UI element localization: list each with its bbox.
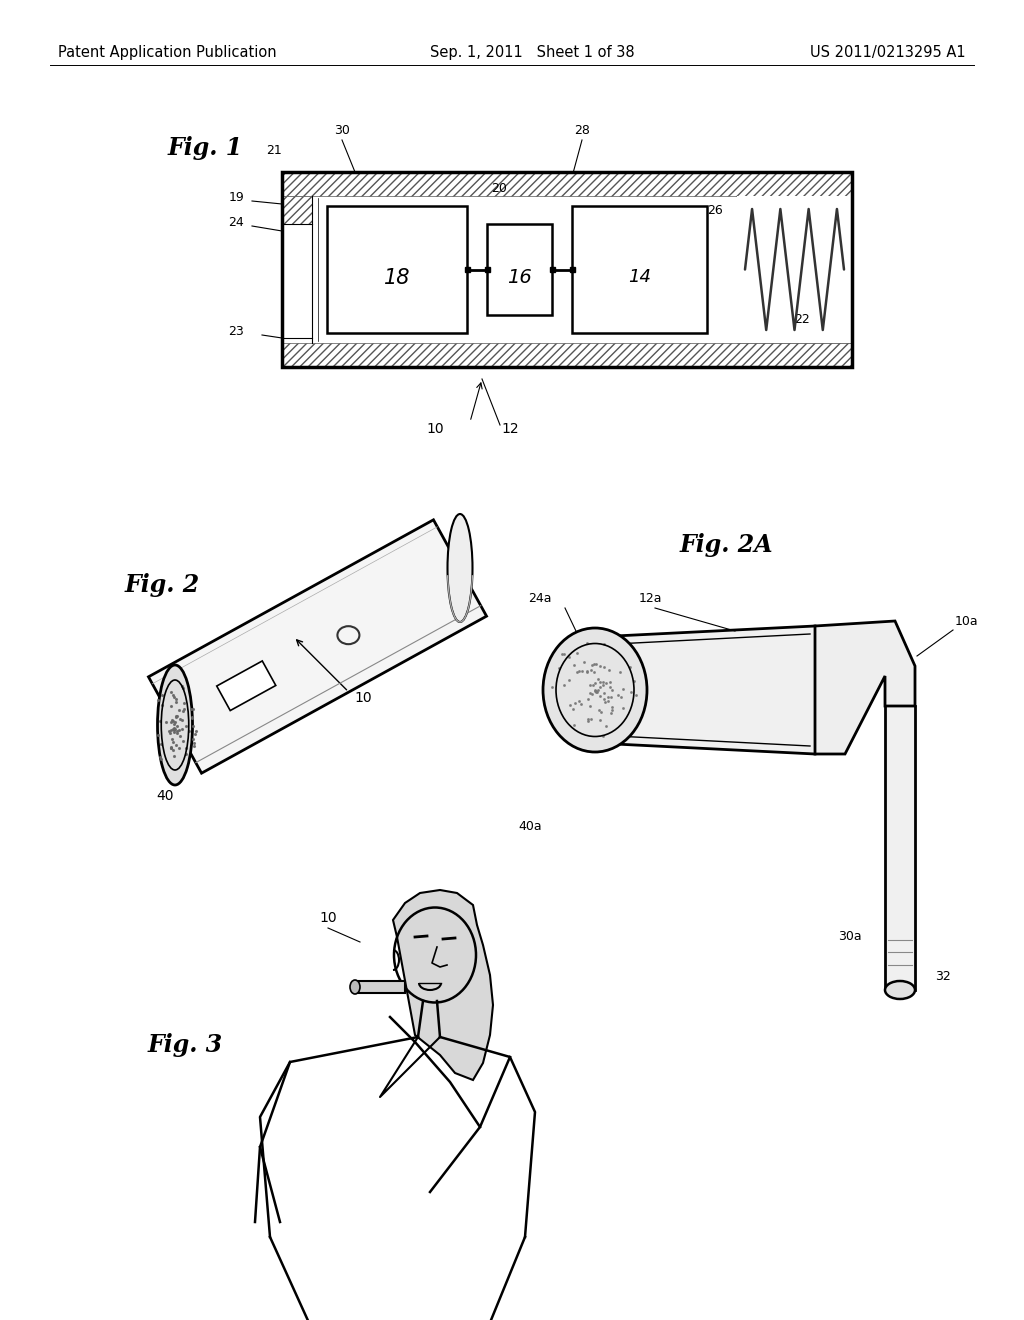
Ellipse shape (350, 979, 360, 994)
Polygon shape (815, 620, 915, 754)
Bar (355, 981, 406, 993)
Text: 10a: 10a (955, 615, 979, 628)
Text: 28: 28 (574, 124, 590, 137)
Text: 26: 26 (708, 205, 723, 216)
Text: 21: 21 (266, 144, 282, 157)
Text: Fig. 3: Fig. 3 (148, 1034, 223, 1057)
Bar (737, 195, 852, 343)
Bar (484, 267, 489, 272)
Bar (282, 343, 852, 367)
Bar (282, 172, 852, 195)
Text: 19: 19 (228, 191, 244, 205)
Bar (319, 195, 852, 343)
Text: Sep. 1, 2011   Sheet 1 of 38: Sep. 1, 2011 Sheet 1 of 38 (430, 45, 635, 59)
Bar (487, 224, 552, 315)
Text: 40a: 40a (518, 820, 542, 833)
Text: 40: 40 (157, 789, 174, 803)
Bar (569, 267, 574, 272)
Text: Fig. 2: Fig. 2 (125, 573, 201, 597)
Text: Fig. 1: Fig. 1 (168, 136, 244, 160)
Text: 32: 32 (935, 970, 950, 983)
Text: 10: 10 (426, 422, 443, 436)
Text: 12: 12 (501, 422, 519, 436)
Polygon shape (217, 661, 275, 710)
Ellipse shape (158, 665, 193, 785)
Text: 10: 10 (319, 911, 337, 925)
Ellipse shape (447, 513, 472, 622)
Text: US 2011/0213295 A1: US 2011/0213295 A1 (810, 45, 966, 59)
Polygon shape (393, 890, 493, 1080)
Ellipse shape (885, 981, 915, 999)
Text: 22: 22 (795, 313, 810, 326)
Text: 12a: 12a (638, 591, 662, 605)
Bar (465, 267, 469, 272)
Ellipse shape (543, 628, 647, 752)
Bar (885, 706, 915, 990)
Text: 23: 23 (228, 325, 244, 338)
Bar (572, 206, 707, 333)
Text: 18: 18 (384, 268, 411, 288)
Text: 20: 20 (492, 182, 507, 195)
Text: Patent Application Publication: Patent Application Publication (58, 45, 276, 59)
Text: 30: 30 (334, 124, 350, 137)
Polygon shape (615, 626, 815, 754)
Bar (282, 195, 312, 224)
Bar (737, 195, 852, 343)
Text: 24: 24 (228, 216, 244, 228)
Bar (327, 206, 467, 333)
Text: 16: 16 (507, 268, 531, 286)
Text: 14: 14 (628, 268, 651, 286)
Bar (550, 267, 555, 272)
Text: 24a: 24a (528, 591, 552, 605)
Text: 10: 10 (354, 690, 373, 705)
Polygon shape (148, 520, 486, 774)
Text: Fig. 2A: Fig. 2A (680, 533, 773, 557)
Text: 30a: 30a (839, 931, 862, 942)
